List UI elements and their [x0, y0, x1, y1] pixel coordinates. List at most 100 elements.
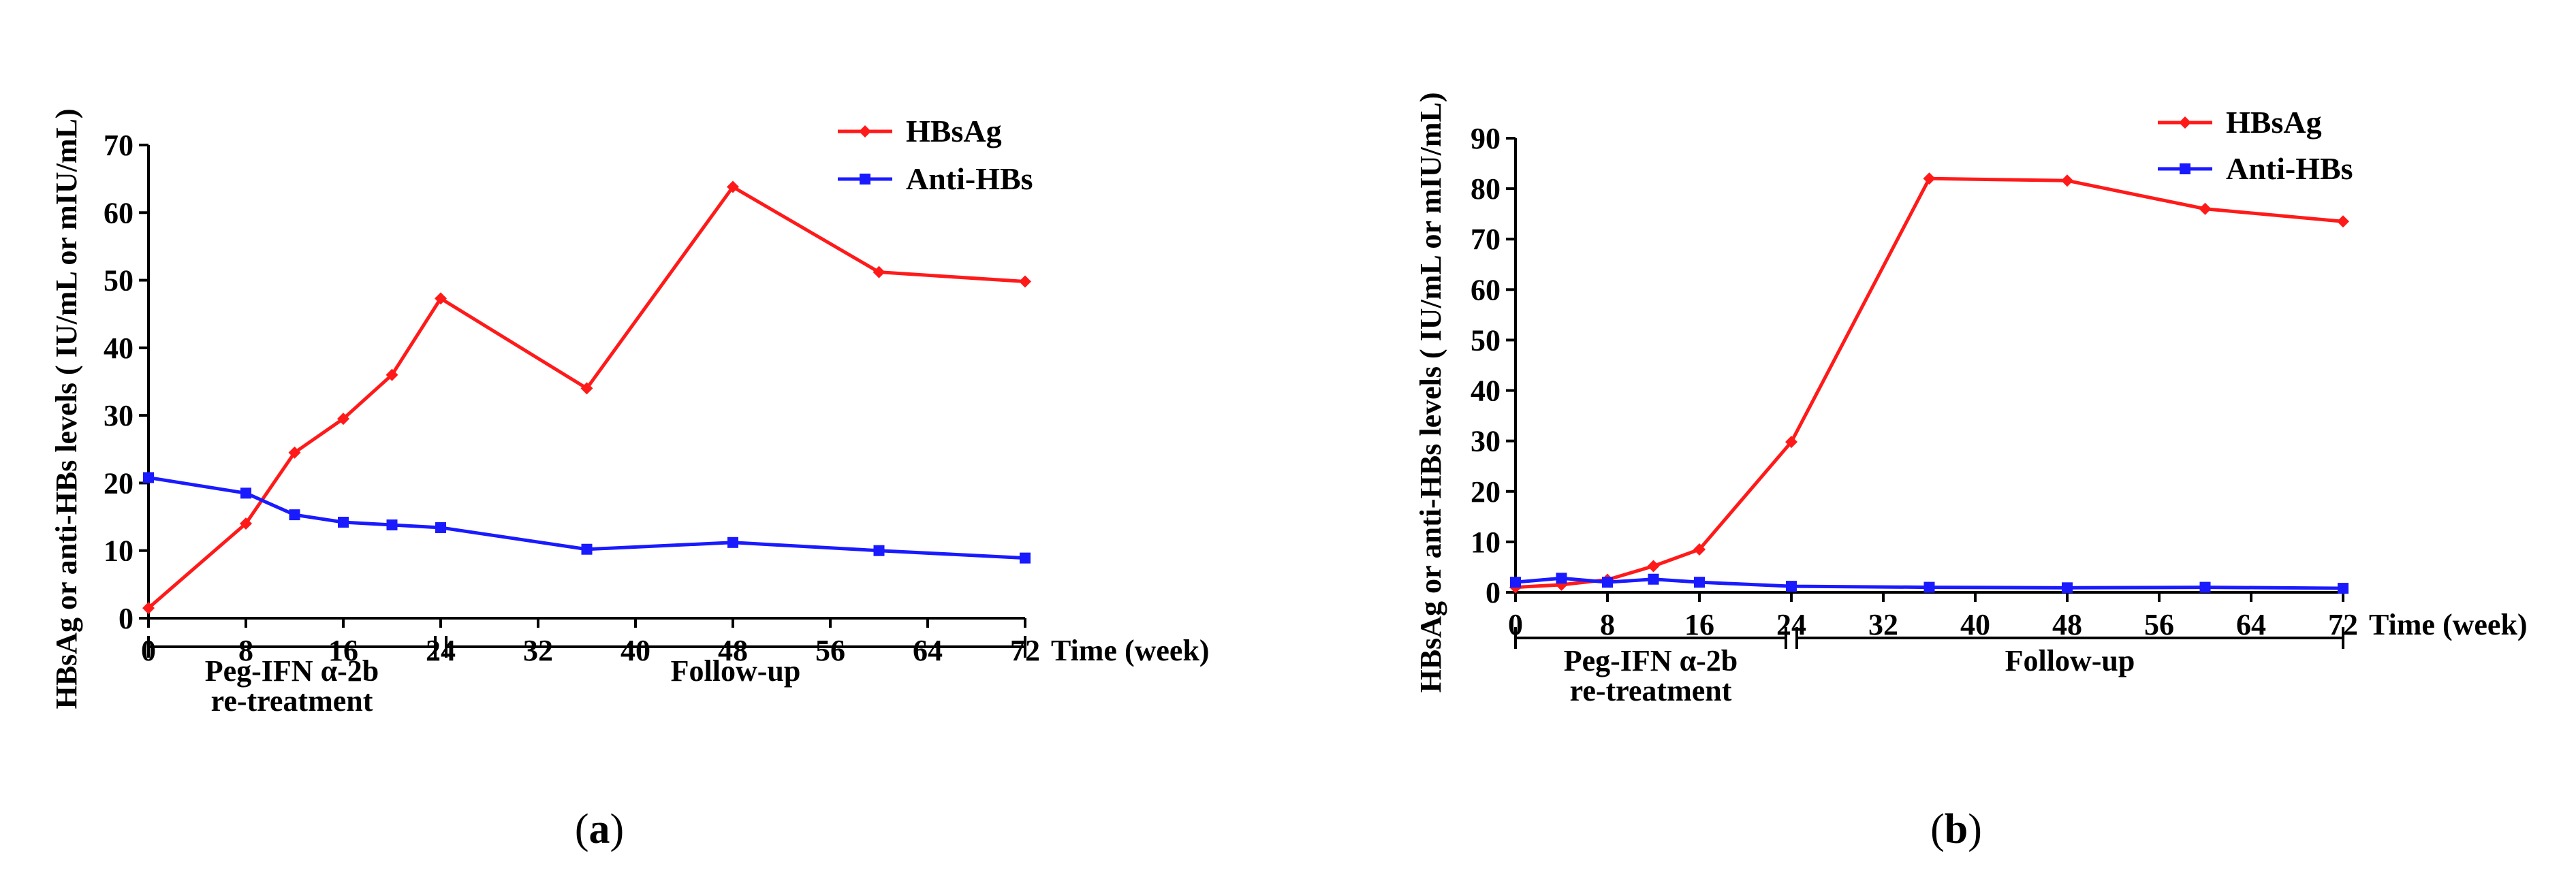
series-anti-hbs	[1510, 573, 2349, 594]
y-tick-label: 0	[1486, 576, 1501, 609]
data-point	[2338, 583, 2349, 594]
data-point	[1786, 581, 1797, 592]
x-axis-title: Time (week)	[1051, 634, 1210, 667]
series-anti-hbs	[143, 472, 1031, 564]
legend-swatch-marker	[2179, 116, 2191, 129]
y-tick-label: 80	[1471, 172, 1501, 206]
data-point	[580, 382, 593, 395]
y-tick-label: 60	[1471, 273, 1501, 306]
y-tick-label: 40	[104, 332, 133, 365]
data-point	[386, 519, 398, 530]
y-tick-label: 20	[104, 466, 133, 500]
x-tick-label: 24	[426, 634, 456, 667]
series-line	[1515, 176, 2344, 590]
y-tick-label: 50	[104, 264, 133, 298]
data-point	[142, 602, 155, 615]
data-point	[2061, 174, 2073, 187]
y-tick-label: 30	[1471, 425, 1501, 458]
phase-label: Peg-IFN α-2b	[205, 654, 379, 688]
phase-bracket: Follow-up	[445, 636, 1026, 688]
x-tick-label: 56	[815, 634, 845, 667]
y-tick-label: 60	[104, 196, 133, 229]
data-point	[873, 266, 885, 278]
data-point	[2199, 581, 2211, 593]
data-point	[435, 522, 446, 533]
y-tick-label: 20	[1471, 475, 1501, 509]
data-point	[386, 368, 398, 381]
data-point	[1602, 577, 1613, 588]
series-hbsag	[142, 180, 1031, 615]
legend-label: Anti-HBs	[2226, 151, 2353, 186]
phase-label: Peg-IFN α-2b	[1564, 644, 1738, 677]
legend-swatch-marker	[2180, 163, 2190, 174]
y-tick-label: 0	[119, 602, 133, 635]
x-tick-label: 32	[1868, 608, 1898, 641]
y-tick-label: 10	[104, 534, 133, 568]
x-tick-label: 40	[1960, 608, 1990, 641]
y-tick-label: 90	[1471, 122, 1501, 155]
data-point	[1510, 577, 1521, 588]
panel-label: (a)	[575, 806, 624, 852]
legend-swatch-marker	[859, 125, 871, 138]
data-point	[1693, 543, 1706, 556]
data-point	[2199, 202, 2212, 215]
phase-label: Follow-up	[671, 654, 801, 688]
panel-label: (b)	[1930, 806, 1982, 852]
data-point	[288, 446, 301, 459]
y-tick-label: 70	[104, 129, 133, 162]
y-tick-label: 70	[1471, 223, 1501, 256]
phase-bracket: Follow-up	[1795, 627, 2344, 677]
x-tick-label: 16	[328, 634, 358, 667]
series-line	[147, 185, 1026, 609]
y-axis-title: HBsAg or anti-HBs levels ( IU/mL or mIU/…	[50, 108, 83, 709]
x-tick-label: 48	[718, 634, 748, 667]
data-point	[1694, 577, 1705, 588]
y-tick-label: 10	[1471, 526, 1501, 559]
data-point	[143, 472, 154, 483]
series-hbsag	[1509, 172, 2349, 594]
data-point	[727, 536, 738, 548]
phase-label: re-treatment	[1570, 674, 1732, 707]
x-tick-label: 8	[1600, 608, 1615, 641]
x-tick-label: 8	[238, 634, 253, 667]
data-point	[727, 180, 739, 193]
data-point	[240, 487, 251, 499]
legend-swatch-marker	[860, 174, 870, 185]
series-line	[1515, 576, 2344, 590]
x-tick-label: 64	[2236, 608, 2266, 641]
data-point	[2337, 215, 2349, 228]
x-tick-label: 64	[913, 634, 943, 667]
x-tick-label: 0	[1508, 608, 1523, 641]
phase-label: Follow-up	[2005, 644, 2135, 677]
data-point	[337, 413, 349, 426]
data-point	[1923, 172, 1936, 185]
data-point	[240, 517, 252, 530]
data-point	[2062, 582, 2073, 594]
data-point	[1923, 581, 1935, 593]
x-tick-label: 56	[2144, 608, 2174, 641]
y-tick-label: 30	[104, 399, 133, 432]
y-tick-label: 40	[1471, 374, 1501, 408]
legend-label: Anti-HBs	[906, 161, 1033, 196]
x-tick-label: 16	[1684, 608, 1714, 641]
x-axis-title: Time (week)	[2369, 608, 2528, 641]
data-point	[873, 545, 885, 556]
data-point	[1556, 573, 1567, 584]
data-point	[581, 543, 593, 555]
data-point	[289, 509, 300, 521]
x-tick-label: 48	[2052, 608, 2082, 641]
y-tick-label: 50	[1471, 323, 1501, 357]
legend-label: HBsAg	[2226, 105, 2322, 140]
series-line	[148, 476, 1026, 560]
data-point	[1648, 573, 1659, 585]
data-point	[1019, 275, 1031, 288]
x-tick-label: 32	[523, 634, 553, 667]
data-point	[1647, 560, 1660, 573]
x-tick-label: 40	[621, 634, 650, 667]
phase-label: re-treatment	[211, 684, 373, 718]
data-point	[1785, 436, 1797, 449]
